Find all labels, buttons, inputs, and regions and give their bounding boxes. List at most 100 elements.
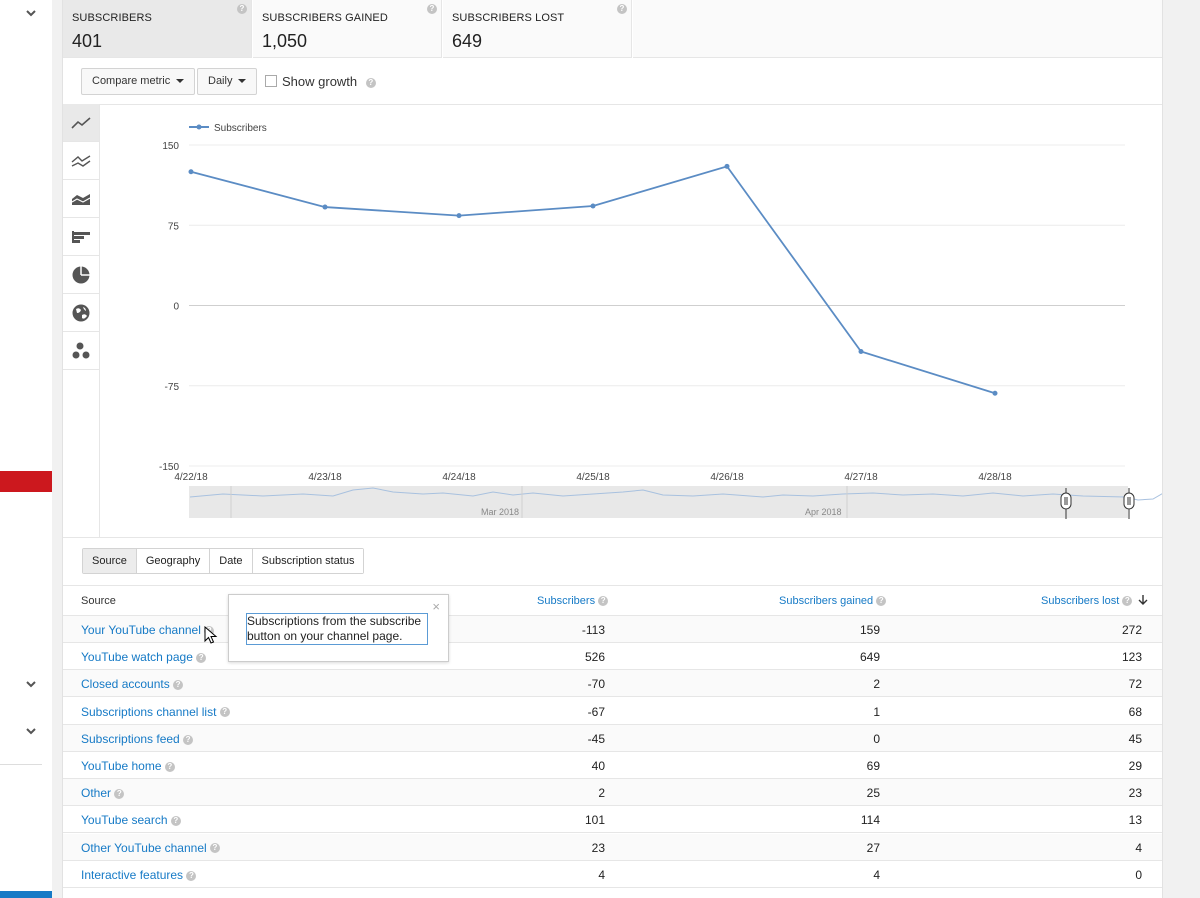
nav-blue-bar[interactable] — [0, 891, 52, 898]
navigator-handle-right[interactable] — [1123, 488, 1135, 519]
line-chart: 150 75 0 -75 -150 4/22/18 4/23/18 4/24/18 4/25/… — [159, 123, 1162, 519]
metric-tab-subscribers-gained[interactable]: SUBSCRIBERS GAINED 1,050 ? — [253, 0, 442, 58]
cell-subscribers-gained: 27 — [866, 840, 880, 855]
bubble-chart-icon — [72, 342, 90, 358]
y-tick-label: 75 — [168, 221, 180, 232]
chevron-down-icon[interactable] — [24, 724, 38, 738]
y-tick-label: -75 — [165, 382, 180, 393]
table-row: YouTube search ? 101 114 13 — [63, 806, 1162, 834]
source-link[interactable]: Subscriptions channel list ? — [81, 705, 230, 719]
data-point[interactable] — [456, 213, 462, 219]
column-header-source: Source — [81, 595, 116, 607]
line-chart-button[interactable] — [63, 104, 99, 142]
cell-subscribers-lost: 72 — [1128, 677, 1142, 692]
source-link[interactable]: Your YouTube channel ? — [81, 623, 215, 637]
line-chart-icon — [71, 116, 91, 129]
column-header-subscribers[interactable]: Subscribers ? — [537, 595, 609, 607]
cell-subscribers: -45 — [587, 731, 605, 746]
pie-chart-button[interactable] — [63, 256, 99, 294]
help-icon[interactable]: ? — [173, 680, 184, 691]
cell-subscribers: -67 — [587, 704, 605, 719]
navigator-handle-left[interactable] — [1060, 488, 1072, 519]
help-icon[interactable]: ? — [183, 734, 194, 745]
help-icon[interactable]: ? — [186, 870, 197, 881]
source-label: Closed accounts — [81, 677, 170, 692]
column-header-subscribers-lost[interactable]: Subscribers lost ? — [1041, 595, 1148, 607]
close-icon[interactable]: × — [432, 599, 440, 614]
bubble-chart-button[interactable] — [63, 332, 99, 370]
source-link[interactable]: Interactive features ? — [81, 867, 197, 882]
sort-arrow-down-icon[interactable] — [1138, 595, 1148, 606]
x-axis: 4/22/18 4/23/18 4/24/18 4/25/18 4/26/18 4/27/… — [174, 472, 1012, 483]
data-point[interactable] — [188, 169, 194, 175]
help-icon[interactable]: ? — [876, 596, 887, 607]
x-tick-label: 4/22/18 — [174, 472, 208, 483]
data-point[interactable] — [992, 390, 998, 396]
help-icon[interactable]: ? — [1122, 596, 1133, 607]
dimension-tab-subscription-status[interactable]: Subscription status — [252, 549, 364, 573]
globe-icon — [72, 304, 90, 321]
cell-subscribers: 101 — [584, 813, 605, 828]
source-link[interactable]: YouTube search ? — [81, 813, 181, 827]
table-row: Other YouTube channel ? 23 27 4 — [63, 833, 1162, 861]
source-link[interactable]: Subscriptions feed ? — [81, 732, 194, 746]
source-link[interactable]: Other ? — [81, 786, 125, 800]
source-link[interactable]: Other YouTube channel ? — [81, 841, 220, 855]
bar-chart-button[interactable] — [63, 218, 99, 256]
data-point[interactable] — [724, 163, 730, 169]
source-label: YouTube home — [81, 759, 162, 773]
dimension-tab-date[interactable]: Date — [210, 549, 253, 573]
dimension-tab-source[interactable]: Source — [83, 549, 137, 573]
data-point[interactable] — [858, 349, 864, 355]
chevron-down-icon[interactable] — [24, 6, 38, 20]
range-navigator[interactable]: Mar 2018 Apr 2018 — [189, 486, 1162, 519]
help-icon[interactable]: ? — [427, 4, 437, 14]
help-icon[interactable]: ? — [170, 816, 181, 827]
nav-active-indicator[interactable] — [0, 471, 52, 492]
dimension-tab-geography[interactable]: Geography — [136, 549, 211, 573]
source-link[interactable]: YouTube home ? — [81, 759, 175, 773]
chart-divider — [63, 537, 1162, 538]
navigator-selection[interactable] — [189, 486, 1125, 518]
help-icon[interactable]: ? — [598, 596, 609, 607]
cell-subscribers: 526 — [584, 650, 605, 665]
multi-line-chart-button[interactable] — [63, 142, 99, 180]
help-icon[interactable]: ? — [210, 843, 220, 854]
metric-tab-subscribers[interactable]: SUBSCRIBERS 401 ? — [63, 0, 252, 58]
interval-dropdown[interactable]: Daily — [197, 68, 258, 95]
show-growth-toggle[interactable]: Show growth ? — [265, 74, 376, 89]
y-tick-label: 0 — [173, 302, 179, 313]
x-tick-label: 4/27/18 — [844, 472, 878, 483]
chart-legend: Subscribers — [189, 123, 267, 134]
source-link[interactable]: YouTube watch page ? — [81, 650, 207, 664]
series-points — [188, 163, 998, 396]
column-header-subscribers-gained[interactable]: Subscribers gained ? — [779, 595, 887, 607]
metric-tab-subscribers-lost[interactable]: SUBSCRIBERS LOST 649 ? — [443, 0, 632, 58]
help-icon[interactable]: ? — [114, 789, 125, 800]
mouse-cursor-icon — [204, 626, 218, 644]
chart-grid — [189, 144, 1125, 467]
data-point[interactable] — [590, 203, 596, 209]
cell-subscribers: 40 — [591, 759, 605, 773]
navigator-label-apr: Apr 2018 — [805, 507, 842, 517]
stacked-area-chart-button[interactable] — [63, 180, 99, 218]
legend-label: Subscribers — [214, 123, 267, 134]
help-icon[interactable]: ? — [164, 761, 175, 772]
help-icon[interactable]: ? — [237, 4, 247, 14]
help-icon[interactable]: ? — [219, 707, 230, 718]
compare-metric-button[interactable]: Compare metric — [81, 68, 196, 95]
cell-subscribers: 23 — [591, 840, 605, 855]
show-growth-checkbox[interactable] — [265, 75, 277, 87]
chevron-down-icon[interactable] — [24, 677, 38, 691]
help-icon[interactable]: ? — [617, 4, 627, 14]
help-tooltip: Subscriptions from the subscribe button … — [228, 594, 449, 662]
cell-subscribers-lost: 29 — [1128, 759, 1142, 773]
data-point[interactable] — [322, 204, 328, 210]
help-icon[interactable]: ? — [196, 653, 207, 664]
column-header-label: Subscribers lost — [1041, 595, 1120, 607]
source-label: Interactive features — [81, 867, 184, 882]
help-icon[interactable]: ? — [365, 77, 376, 88]
map-chart-button[interactable] — [63, 294, 99, 332]
metric-value: 649 — [452, 31, 483, 51]
source-link[interactable]: Closed accounts ? — [81, 677, 184, 692]
